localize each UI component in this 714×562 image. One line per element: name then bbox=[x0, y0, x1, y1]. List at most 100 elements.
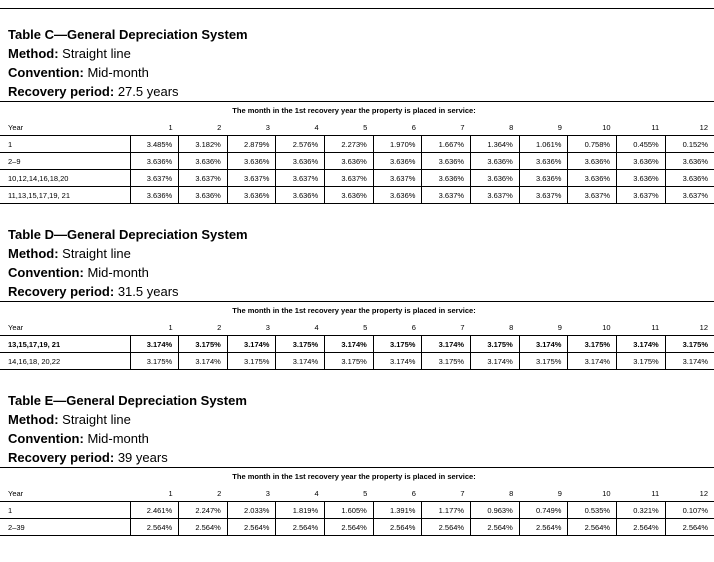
column-header: 5 bbox=[324, 119, 374, 136]
rate-cell: 1.391% bbox=[372, 501, 422, 519]
column-header: 10 bbox=[567, 119, 617, 136]
rate-cell: 3.174% bbox=[324, 335, 374, 353]
rate-cell: 0.455% bbox=[616, 135, 666, 153]
rate-cell: 3.636% bbox=[324, 152, 374, 170]
rate-cell: 3.637% bbox=[372, 169, 422, 187]
rate-cell: 3.636% bbox=[664, 152, 714, 170]
rate-cell: 3.636% bbox=[324, 186, 374, 204]
rate-cell: 2.564% bbox=[275, 518, 325, 536]
rate-cell: 1.061% bbox=[518, 135, 568, 153]
convention-line: Convention: Mid-month bbox=[8, 63, 714, 82]
rate-cell: 3.636% bbox=[567, 169, 617, 187]
rate-cell: 0.963% bbox=[470, 501, 520, 519]
convention-value: Mid-month bbox=[87, 265, 149, 280]
table-body: 1 3.485% 3.182% 2.879% 2.576% 2.273% 1.970% 1.6… bbox=[0, 135, 714, 204]
column-header: Year bbox=[0, 485, 130, 502]
method-label: Method: bbox=[8, 412, 59, 427]
year-cell: 10,12,14,16,18,20 bbox=[0, 169, 130, 187]
rate-cell: 3.637% bbox=[226, 169, 276, 187]
method-line: Method: Straight line bbox=[8, 410, 714, 429]
column-header-row: Year 1 2 3 4 5 6 7 8 9 10 11 12 bbox=[0, 319, 714, 336]
column-header: 11 bbox=[616, 485, 666, 502]
rate-cell: 3.485% bbox=[129, 135, 179, 153]
year-cell: 14,16,18, 20,22 bbox=[0, 352, 130, 370]
rate-cell: 3.636% bbox=[470, 152, 520, 170]
column-header: 7 bbox=[421, 119, 471, 136]
table-row: 2–39 2.564% 2.564% 2.564% 2.564% 2.564% 2.564%… bbox=[0, 518, 714, 536]
rate-cell: 2.564% bbox=[226, 518, 276, 536]
table-row: 13,15,17,19, 21 3.174% 3.175% 3.174% 3.175% 3… bbox=[0, 335, 714, 353]
column-header: 12 bbox=[665, 119, 714, 136]
section-heading: Table D—General Depreciation System Metho… bbox=[0, 225, 714, 302]
depreciation-table: The month in the 1st recovery year the p… bbox=[0, 102, 714, 204]
column-header: 3 bbox=[227, 485, 276, 502]
column-header: 3 bbox=[227, 319, 276, 336]
recovery-label: Recovery period: bbox=[8, 284, 115, 299]
column-header: 4 bbox=[275, 319, 325, 336]
table-row: 1 2.461% 2.247% 2.033% 1.819% 1.605% 1.391% 1.1… bbox=[0, 501, 714, 519]
rate-cell: 0.535% bbox=[567, 501, 617, 519]
caption-row: The month in the 1st recovery year the p… bbox=[0, 302, 714, 319]
section-title: Table E—General Depreciation System bbox=[8, 393, 247, 408]
recovery-label: Recovery period: bbox=[8, 84, 115, 99]
column-header: 2 bbox=[178, 119, 228, 136]
rate-cell: 3.174% bbox=[567, 352, 617, 370]
rate-cell: 3.175% bbox=[275, 335, 325, 353]
table-body: 13,15,17,19, 21 3.174% 3.175% 3.174% 3.175% 3… bbox=[0, 335, 714, 370]
year-cell: 11,13,15,17,19, 21 bbox=[0, 186, 130, 204]
rate-cell: 3.636% bbox=[275, 186, 325, 204]
column-header: 7 bbox=[421, 485, 471, 502]
rate-cell: 2.564% bbox=[324, 518, 374, 536]
rate-cell: 3.174% bbox=[470, 352, 520, 370]
rate-cell: 2.564% bbox=[129, 518, 179, 536]
caption-row: The month in the 1st recovery year the p… bbox=[0, 102, 714, 119]
method-value: Straight line bbox=[62, 412, 131, 427]
year-cell: 2–9 bbox=[0, 152, 130, 170]
table-head: The month in the 1st recovery year the p… bbox=[0, 102, 714, 136]
section-title: Table C—General Depreciation System bbox=[8, 27, 248, 42]
rate-cell: 3.637% bbox=[129, 169, 179, 187]
section-heading: Table C—General Depreciation System Metho… bbox=[0, 25, 714, 102]
rate-cell: 0.107% bbox=[664, 501, 714, 519]
table-row: 14,16,18, 20,22 3.175% 3.174% 3.175% 3.174% 3… bbox=[0, 352, 714, 370]
rate-cell: 3.637% bbox=[470, 186, 520, 204]
column-header: 3 bbox=[227, 119, 276, 136]
rate-cell: 3.636% bbox=[664, 169, 714, 187]
rate-cell: 3.174% bbox=[664, 352, 714, 370]
convention-line: Convention: Mid-month bbox=[8, 429, 714, 448]
column-header: 7 bbox=[421, 319, 471, 336]
depreciation-table: The month in the 1st recovery year the p… bbox=[0, 468, 714, 536]
recovery-value: 31.5 years bbox=[117, 284, 179, 299]
column-header: 10 bbox=[567, 319, 617, 336]
column-header: 11 bbox=[616, 119, 666, 136]
column-header: 9 bbox=[519, 319, 568, 336]
table-head: The month in the 1st recovery year the p… bbox=[0, 468, 714, 502]
recovery-label: Recovery period: bbox=[8, 450, 115, 465]
column-header-row: Year 1 2 3 4 5 6 7 8 9 10 11 12 bbox=[0, 485, 714, 502]
rate-cell: 3.637% bbox=[421, 186, 471, 204]
rate-cell: 3.636% bbox=[226, 152, 276, 170]
rate-cell: 3.636% bbox=[129, 186, 179, 204]
rate-cell: 2.247% bbox=[178, 501, 228, 519]
rate-cell: 3.637% bbox=[324, 169, 374, 187]
column-header: 11 bbox=[616, 319, 666, 336]
column-header: 4 bbox=[275, 119, 325, 136]
rate-cell: 3.174% bbox=[226, 335, 276, 353]
recovery-value: 39 years bbox=[117, 450, 168, 465]
column-header: 6 bbox=[373, 485, 422, 502]
rate-cell: 3.636% bbox=[129, 152, 179, 170]
rate-cell: 3.636% bbox=[470, 169, 520, 187]
rate-cell: 3.636% bbox=[616, 169, 666, 187]
rate-cell: 2.564% bbox=[470, 518, 520, 536]
rate-cell: 3.637% bbox=[178, 169, 228, 187]
caption-row: The month in the 1st recovery year the p… bbox=[0, 468, 714, 485]
rate-cell: 2.564% bbox=[567, 518, 617, 536]
rate-cell: 3.174% bbox=[275, 352, 325, 370]
rate-cell: 3.636% bbox=[275, 152, 325, 170]
convention-value: Mid-month bbox=[87, 65, 149, 80]
rate-cell: 3.175% bbox=[567, 335, 617, 353]
rate-cell: 3.175% bbox=[518, 352, 568, 370]
rate-cell: 3.636% bbox=[178, 186, 228, 204]
column-header: 8 bbox=[470, 119, 520, 136]
rate-cell: 3.637% bbox=[664, 186, 714, 204]
